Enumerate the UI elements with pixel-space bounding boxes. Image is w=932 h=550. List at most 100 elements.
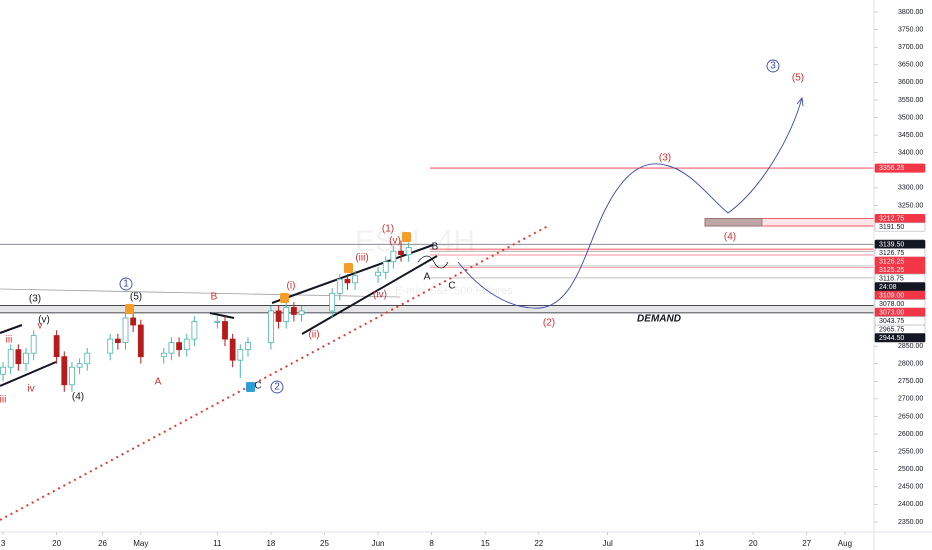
wave-label: (3)	[29, 294, 41, 305]
x-tick-label: May	[133, 539, 148, 548]
candle-body	[53, 335, 60, 358]
wave-label: (i)	[287, 281, 296, 292]
wave-label: (4)	[724, 232, 736, 243]
candle-body	[130, 317, 137, 326]
x-tick-label: 27	[802, 539, 811, 548]
candle-body	[61, 356, 68, 386]
candle-body	[222, 321, 228, 340]
wave-label: v	[38, 321, 43, 332]
price-label-box	[874, 222, 926, 232]
candle-body	[298, 310, 305, 315]
candle-body	[329, 292, 336, 312]
channel-line	[0, 324, 23, 334]
price-label: 3212.75	[879, 216, 904, 223]
y-tick-label: 3600.00	[898, 79, 923, 86]
candle-body	[23, 352, 29, 365]
candle-body	[183, 338, 190, 351]
y-tick-label: 3250.00	[898, 202, 923, 209]
y-tick-label: 3650.00	[898, 62, 923, 69]
x-tick-label: 25	[320, 539, 329, 548]
price-label: 3191.50	[879, 224, 904, 231]
candle-body	[390, 250, 397, 263]
wave-label: (1)	[382, 224, 394, 235]
wave-label: (2)	[543, 318, 555, 329]
y-tick-label: 2500.00	[898, 466, 923, 473]
wave-label: C	[448, 281, 455, 292]
y-tick-label: 3400.00	[898, 150, 923, 157]
candle-body	[137, 324, 144, 358]
candle-body	[176, 342, 182, 351]
price-label: 3118.75	[879, 275, 904, 282]
candle-body	[114, 338, 121, 344]
x-tick-label: Jun	[372, 539, 385, 548]
price-label: 24:08	[879, 284, 897, 291]
wave-label: A	[155, 377, 162, 388]
candle-body	[69, 366, 75, 386]
signal-marker	[344, 263, 353, 273]
candle-body	[168, 342, 175, 354]
x-tick-label: 13	[695, 539, 704, 548]
wave-circle	[766, 59, 780, 73]
y-tick-label: 2750.00	[898, 378, 923, 385]
candle-body	[382, 261, 389, 273]
x-tick-label: Jul	[603, 539, 613, 548]
price-label: 3139.50	[879, 241, 904, 248]
price-label: 3078.00	[879, 301, 904, 308]
candles	[0, 240, 412, 392]
wave-label: (5)	[792, 73, 804, 84]
y-tick-label: 3800.00	[898, 9, 923, 16]
target-box	[704, 218, 763, 227]
candle-body	[229, 338, 236, 361]
candle-body	[245, 342, 251, 351]
candle-body	[107, 338, 114, 354]
signal-marker	[280, 293, 289, 303]
wave-label: (v)	[38, 315, 50, 326]
price-label: 3356.25	[879, 165, 904, 172]
y-tick-label: 2800.00	[898, 361, 923, 368]
wave-label: 2	[274, 382, 280, 393]
wave-label: (iii)	[355, 253, 368, 264]
candle-body	[375, 271, 381, 277]
price-label: 3109.00	[879, 292, 904, 299]
wave-label: iv	[27, 384, 34, 395]
candle-body	[122, 317, 129, 344]
candle-body	[237, 349, 244, 361]
candle-body	[268, 310, 274, 344]
candle-body	[344, 278, 351, 284]
zones	[0, 167, 875, 314]
x-tick-label: 8	[429, 539, 434, 548]
price-label: 2965.75	[879, 326, 904, 333]
wave-label: 1	[123, 279, 129, 290]
price-label-box	[874, 333, 926, 343]
x-tick-label: 15	[481, 539, 490, 548]
wave-label: 3	[770, 61, 776, 72]
price-label: 2944.50	[879, 335, 904, 342]
y-tick-label: 3700.00	[898, 44, 923, 51]
projection-path	[457, 97, 803, 309]
x-tick-label: 20	[52, 539, 61, 548]
wave-label: B	[211, 292, 218, 303]
y-tick-label: 2400.00	[898, 501, 923, 508]
supply-band	[430, 248, 874, 252]
candle-body	[7, 349, 14, 368]
wave-label: iii	[0, 395, 6, 406]
y-tick-label: 3300.00	[898, 185, 923, 192]
watermark: ES1!, 4H	[355, 225, 475, 258]
x-tick-label: 20	[749, 539, 758, 548]
candle-body	[398, 250, 404, 256]
channel-line	[0, 361, 57, 387]
wave-label: B	[432, 242, 439, 253]
price-label: 3043.75	[879, 318, 904, 325]
y-tick-label: 2700.00	[898, 396, 923, 403]
channel-line	[209, 312, 235, 319]
wedge-lower	[301, 255, 438, 335]
x-tick-label: Aug	[838, 539, 852, 548]
zone-label: DEMAND	[637, 314, 681, 325]
wave-circle	[119, 277, 133, 291]
x-tick-label: 18	[266, 539, 275, 548]
candle-body	[30, 335, 37, 354]
candle-body	[160, 352, 167, 358]
wave-label: A	[424, 272, 431, 283]
